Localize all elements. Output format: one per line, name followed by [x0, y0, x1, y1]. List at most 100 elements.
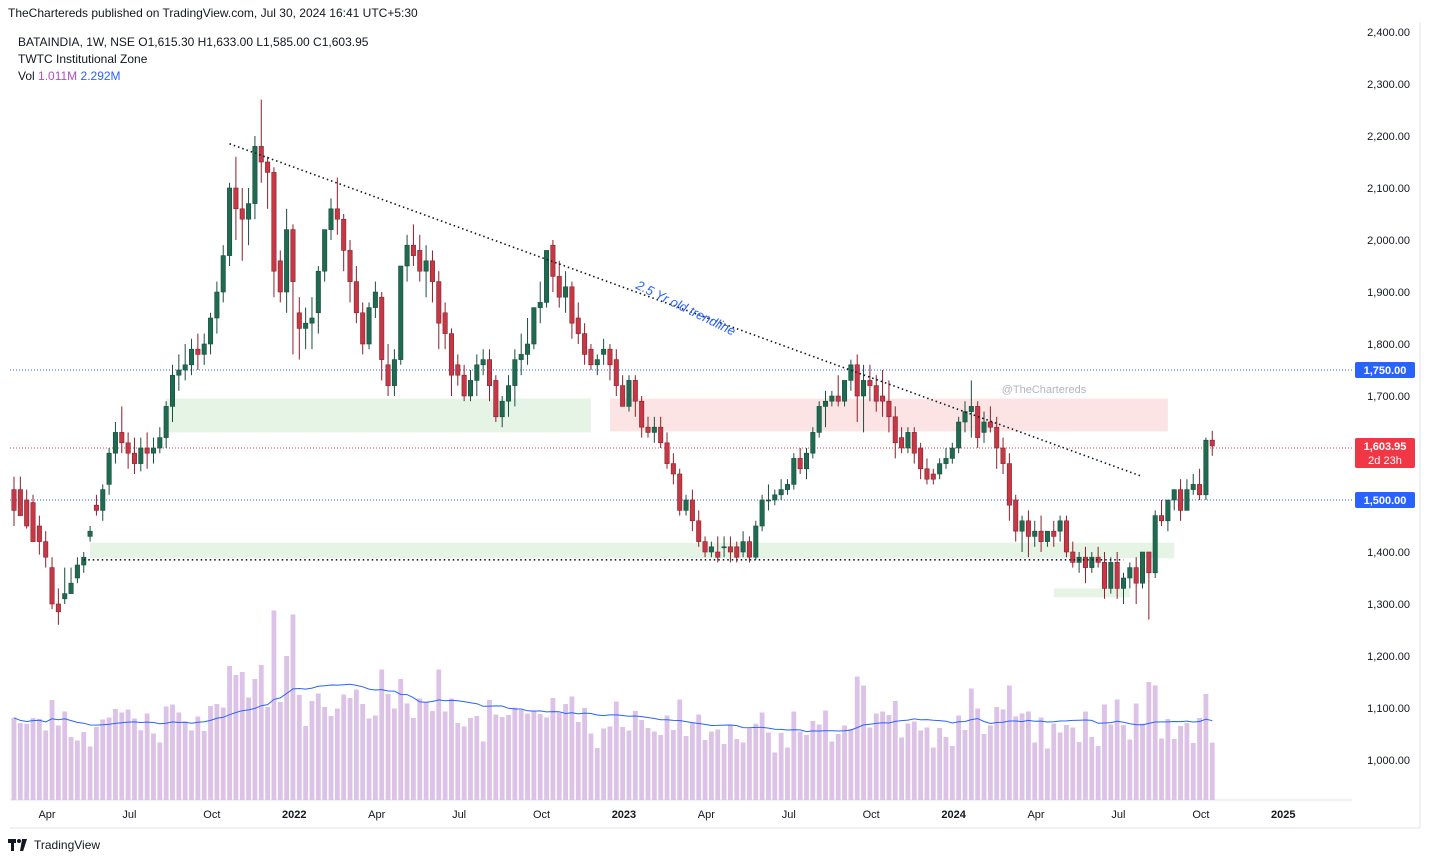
price-label-badge	[1355, 492, 1415, 508]
volume-bar	[258, 665, 264, 800]
candle	[220, 255, 226, 293]
volume-bar	[658, 735, 664, 800]
candle	[708, 546, 714, 553]
volume-bar	[987, 725, 993, 800]
candle	[905, 432, 911, 449]
volume-bar	[810, 721, 816, 800]
volume-bar	[632, 711, 638, 800]
volume-bar	[550, 698, 556, 800]
price-tick-label: 2,300.00	[1367, 79, 1410, 91]
price-label-text: 1,603.95	[1364, 441, 1407, 453]
volume-bar	[715, 729, 721, 800]
candle	[201, 343, 207, 355]
candle	[854, 364, 860, 397]
volume-bar	[1184, 723, 1190, 800]
candle	[436, 281, 442, 324]
price-tick-label: 1,700.00	[1367, 391, 1410, 403]
volume-bar	[867, 727, 873, 800]
volume-bar	[75, 740, 80, 800]
candle	[163, 406, 169, 438]
volume-bar	[189, 730, 194, 800]
candle	[721, 546, 727, 549]
volume-bar	[639, 720, 645, 800]
volume-bar	[645, 728, 651, 800]
candle	[791, 458, 797, 485]
candle	[309, 317, 315, 324]
volume-bar	[68, 737, 74, 800]
candle	[410, 244, 416, 256]
volume-bar	[747, 728, 752, 800]
volume-bar	[239, 672, 245, 800]
candle	[1146, 551, 1152, 574]
candle	[1190, 484, 1196, 490]
candle	[575, 317, 581, 334]
candle	[588, 348, 594, 366]
candle	[131, 452, 137, 464]
volume-bar	[1203, 694, 1209, 800]
price-label-text: 1,750.00	[1364, 365, 1407, 377]
candle	[823, 400, 829, 407]
time-tick-label: Oct	[533, 809, 550, 821]
volume-bar	[436, 669, 442, 800]
volume-bar	[702, 740, 708, 800]
volume-bar	[220, 707, 226, 800]
candle	[911, 432, 917, 454]
volume-bar	[1121, 725, 1126, 800]
volume-bar	[11, 717, 17, 800]
candle	[886, 400, 892, 418]
publisher-line: TheChartereds published on TradingView.c…	[8, 6, 418, 20]
volume-bar	[753, 723, 759, 800]
volume-bar	[461, 726, 467, 800]
candle	[125, 442, 131, 454]
volume-bar	[1051, 723, 1057, 800]
volume-label: Vol	[18, 69, 35, 83]
candle	[1089, 556, 1095, 568]
candle	[1101, 562, 1107, 589]
candle	[734, 546, 740, 558]
volume-bar	[911, 721, 917, 800]
volume-bar	[949, 746, 955, 800]
candle	[765, 499, 771, 502]
candle	[290, 229, 296, 282]
volume-bar	[962, 730, 968, 800]
volume-bar	[544, 717, 549, 800]
footer-brand[interactable]: TradingView	[8, 838, 100, 852]
candle	[62, 593, 68, 600]
price-tick-label: 2,400.00	[1367, 27, 1410, 39]
volume-bar	[924, 727, 930, 800]
candle	[55, 603, 61, 613]
candle	[138, 447, 144, 464]
candle	[239, 208, 245, 220]
candle	[962, 411, 968, 423]
volume-bar	[195, 716, 201, 800]
volume-bar	[1127, 739, 1133, 800]
candle	[1095, 556, 1101, 563]
volume-bar	[569, 696, 575, 800]
volume-bar	[892, 701, 898, 800]
candle	[956, 421, 962, 449]
price-tick-label: 1,000.00	[1367, 755, 1410, 767]
candle	[740, 541, 746, 553]
candle	[975, 406, 981, 438]
candle	[182, 364, 188, 371]
time-tick-label: Jul	[452, 809, 466, 821]
volume-value: 1.011M	[38, 69, 78, 83]
volume-bar	[1108, 724, 1114, 800]
candle	[81, 556, 87, 566]
time-tick-label: Jul	[122, 809, 136, 821]
candle	[1114, 562, 1120, 589]
candle	[506, 385, 512, 402]
volume-bar	[1102, 704, 1107, 800]
volume-bar	[442, 711, 448, 800]
volume-bar	[943, 737, 949, 800]
volume-bar	[670, 730, 676, 800]
candle	[328, 208, 334, 230]
price-label-badge	[1355, 437, 1415, 468]
candle	[873, 385, 879, 402]
volume-bar	[113, 709, 118, 800]
symbol-ohlc-line: BATAINDIA, 1W, NSE O1,615.30 H1,633.00 L…	[18, 35, 369, 49]
volume-bar	[30, 718, 36, 800]
volume-ma-line	[13, 683, 1213, 733]
volume-bar	[1146, 682, 1152, 800]
